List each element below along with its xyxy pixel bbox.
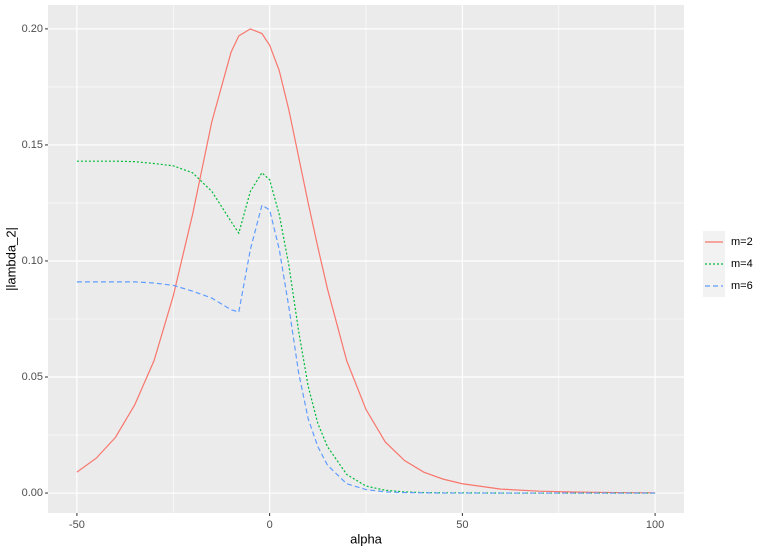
line-series (76, 28, 656, 494)
legend-label: m=4 (731, 258, 753, 270)
legend-label: m=2 (731, 236, 753, 248)
x-tick-label: 50 (456, 519, 468, 531)
y-tick-label: 0.00 (22, 487, 43, 499)
y-axis-label: |lambda_2| (3, 227, 18, 291)
y-tick-label: 0.05 (22, 371, 43, 383)
x-tick-label: 100 (646, 519, 664, 531)
x-tick-label: 0 (267, 519, 273, 531)
y-tick-label: 0.15 (22, 139, 43, 151)
x-axis-label: alpha (350, 531, 383, 546)
x-tick-label: -50 (69, 519, 85, 531)
legend-label: m=6 (731, 280, 753, 292)
line-series (76, 204, 656, 494)
y-tick-label: 0.10 (22, 255, 43, 267)
y-tick-label: 0.20 (22, 23, 43, 35)
